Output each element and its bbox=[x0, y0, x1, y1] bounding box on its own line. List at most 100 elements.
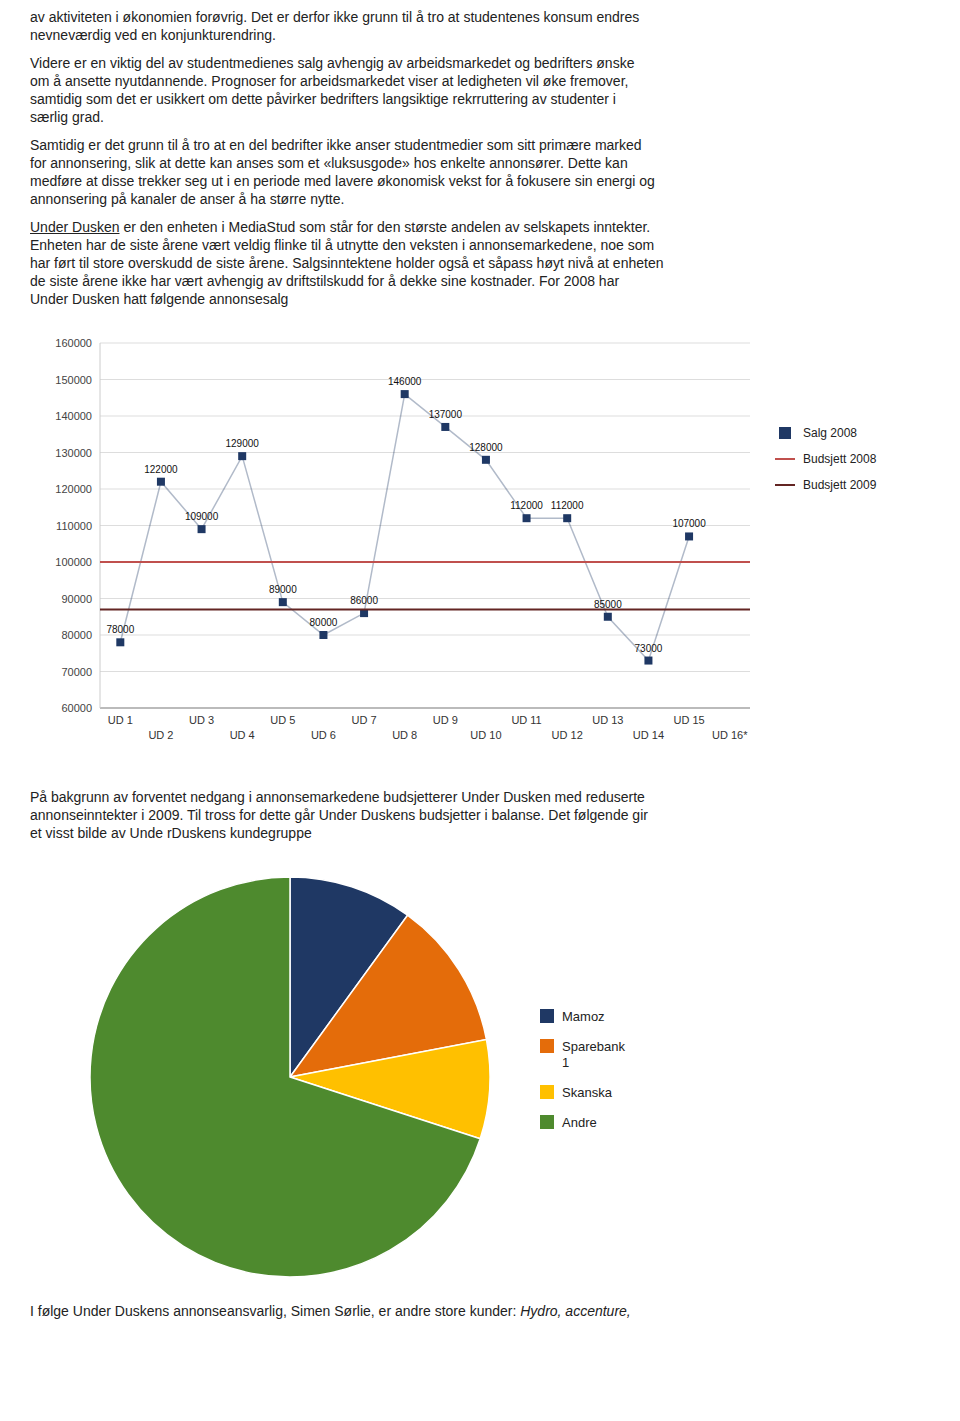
legend-swatch bbox=[540, 1115, 554, 1129]
slices bbox=[90, 877, 490, 1277]
y-tick-label: 80000 bbox=[61, 629, 92, 641]
y-tick-label: 130000 bbox=[55, 447, 92, 459]
y-tick-label: 110000 bbox=[56, 520, 92, 532]
x-tick-label: UD 2 bbox=[148, 729, 173, 741]
x-tick-label: UD 6 bbox=[311, 729, 336, 741]
x-axis bbox=[100, 708, 750, 709]
data-label: 129000 bbox=[226, 438, 260, 449]
grid-line bbox=[100, 598, 750, 599]
x-tick-label: UD 10 bbox=[470, 729, 501, 741]
grid-line bbox=[100, 379, 750, 380]
data-labels: 7800012200010900012900089000800008600014… bbox=[106, 376, 706, 653]
point bbox=[685, 532, 693, 540]
legend-label: Sparebank1 bbox=[562, 1039, 625, 1070]
pie-chart: Mamoz Sparebank1 Skanska Andre bbox=[30, 852, 930, 1302]
point bbox=[116, 638, 124, 646]
legend-swatch bbox=[779, 427, 791, 439]
point bbox=[644, 657, 652, 665]
y-tick-label: 160000 bbox=[55, 337, 92, 349]
paragraph-text: Under Dusken bbox=[30, 219, 120, 235]
legend-label-line: 1 bbox=[562, 1055, 569, 1070]
y-tick-label: 150000 bbox=[55, 374, 92, 386]
paragraph-text: Videre er en viktig del av studentmedien… bbox=[30, 55, 634, 125]
budget-line bbox=[100, 561, 750, 563]
x-tick-label: UD 5 bbox=[270, 714, 295, 726]
grid-line bbox=[100, 416, 750, 417]
point bbox=[238, 452, 246, 460]
line-chart: 6000070000800009000010000011000012000013… bbox=[30, 318, 930, 788]
grid-line bbox=[100, 671, 750, 672]
paragraph: Samtidig er det grunn til å tro at en de… bbox=[30, 136, 930, 208]
paragraph: På bakgrunn av forventet nedgang i annon… bbox=[30, 788, 930, 842]
data-label: 80000 bbox=[310, 617, 338, 628]
x-tick-label: UD 7 bbox=[352, 714, 377, 726]
data-label: 107000 bbox=[672, 518, 706, 529]
paragraph: Under Dusken er den enheten i MediaStud … bbox=[30, 218, 930, 308]
data-label: 112000 bbox=[510, 500, 543, 511]
paragraph-text: er den enheten i MediaStud som står for … bbox=[30, 219, 663, 307]
legend-swatch bbox=[540, 1009, 554, 1023]
paragraph-text: Hydro, accenture, bbox=[520, 1303, 631, 1319]
x-tick-label: UD 12 bbox=[552, 729, 583, 741]
x-tick-label: UD 15 bbox=[673, 714, 704, 726]
point bbox=[563, 514, 571, 522]
data-label: 146000 bbox=[388, 376, 422, 387]
legend-label: Mamoz bbox=[562, 1009, 605, 1024]
point bbox=[523, 514, 531, 522]
data-label: 78000 bbox=[106, 624, 134, 635]
legend-label: Budsjett 2008 bbox=[803, 452, 877, 466]
data-label: 85000 bbox=[594, 599, 622, 610]
x-tick-label: UD 16* bbox=[712, 729, 748, 741]
data-label: 128000 bbox=[469, 442, 503, 453]
grid-line bbox=[100, 635, 750, 636]
legend: Salg 2008 Budsjett 2008 Budsjett 2009 bbox=[775, 426, 877, 492]
data-label: 86000 bbox=[350, 595, 378, 606]
legend-label: Budsjett 2009 bbox=[803, 478, 877, 492]
y-tick-label: 120000 bbox=[55, 483, 92, 495]
paragraph-text: av aktiviteten i økonomien forøvrig. Det… bbox=[30, 9, 639, 43]
y-tick-label: 140000 bbox=[55, 410, 92, 422]
series-line bbox=[120, 394, 689, 660]
point bbox=[198, 525, 206, 533]
budget-line bbox=[100, 608, 750, 610]
legend-swatch bbox=[775, 458, 795, 460]
legend-swatch bbox=[540, 1039, 554, 1053]
paragraph-text: Samtidig er det grunn til å tro at en de… bbox=[30, 137, 655, 207]
x-tick-label: UD 11 bbox=[511, 714, 541, 726]
grid-line bbox=[100, 452, 750, 453]
legend-label-line: Sparebank bbox=[562, 1039, 625, 1054]
data-label: 122000 bbox=[144, 464, 178, 475]
grid-line bbox=[100, 708, 750, 709]
x-tick-label: UD 4 bbox=[230, 729, 255, 741]
legend-swatch bbox=[540, 1085, 554, 1099]
x-tick-label: UD 13 bbox=[592, 714, 623, 726]
page: av aktiviteten i økonomien forøvrig. Det… bbox=[0, 0, 960, 1320]
point bbox=[401, 390, 409, 398]
grid-line bbox=[100, 562, 750, 563]
legend: Mamoz Sparebank1 Skanska Andre bbox=[540, 1009, 625, 1130]
x-tick-label: UD 14 bbox=[633, 729, 664, 741]
legend-label: Andre bbox=[562, 1115, 597, 1130]
point bbox=[157, 478, 165, 486]
legend-label-line: Mamoz bbox=[562, 1009, 605, 1024]
y-tick-label: 70000 bbox=[61, 666, 92, 678]
paragraph-text: På bakgrunn av forventet nedgang i annon… bbox=[30, 789, 648, 841]
point bbox=[441, 423, 449, 431]
paragraph-text: I følge Under Duskens annonseansvarlig, … bbox=[30, 1303, 520, 1319]
y-axis bbox=[100, 343, 101, 708]
marks bbox=[100, 390, 750, 664]
grid-line bbox=[100, 343, 750, 344]
data-label: 73000 bbox=[635, 643, 663, 654]
grid-line bbox=[100, 489, 750, 490]
data-label: 137000 bbox=[429, 409, 463, 420]
paragraph: av aktiviteten i økonomien forøvrig. Det… bbox=[30, 8, 930, 44]
legend-label: Skanska bbox=[562, 1085, 613, 1100]
data-label: 112000 bbox=[551, 500, 584, 511]
x-tick-label: UD 1 bbox=[108, 714, 133, 726]
legend-label: Salg 2008 bbox=[803, 426, 857, 440]
x-tick-label: UD 9 bbox=[433, 714, 458, 726]
slice bbox=[90, 877, 480, 1277]
y-tick-label: 100000 bbox=[55, 556, 92, 568]
x-tick-label: UD 3 bbox=[189, 714, 214, 726]
point bbox=[319, 631, 327, 639]
